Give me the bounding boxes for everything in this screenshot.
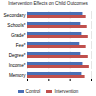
svg-text:Memory: Memory xyxy=(9,73,26,78)
svg-text:Secondary: Secondary xyxy=(4,13,27,18)
svg-text:0.00: 0.00 xyxy=(23,88,32,89)
html-text:Intervention Effects on Child: Intervention Effects on Child Outcomes xyxy=(8,1,88,6)
html-text:Control: Control xyxy=(25,89,41,94)
svg-text:Grade*: Grade* xyxy=(11,33,26,38)
svg-text:Degree*: Degree* xyxy=(9,53,26,58)
svg-text:Income*: Income* xyxy=(9,63,26,68)
html-text:Intervention: Intervention xyxy=(54,89,79,94)
svg-text:0.60: 0.60 xyxy=(87,88,96,89)
svg-text:0.40: 0.40 xyxy=(66,88,75,89)
svg-text:Schools*: Schools* xyxy=(7,23,25,28)
svg-text:0.20: 0.20 xyxy=(44,88,53,89)
svg-text:Fee*: Fee* xyxy=(16,43,26,48)
